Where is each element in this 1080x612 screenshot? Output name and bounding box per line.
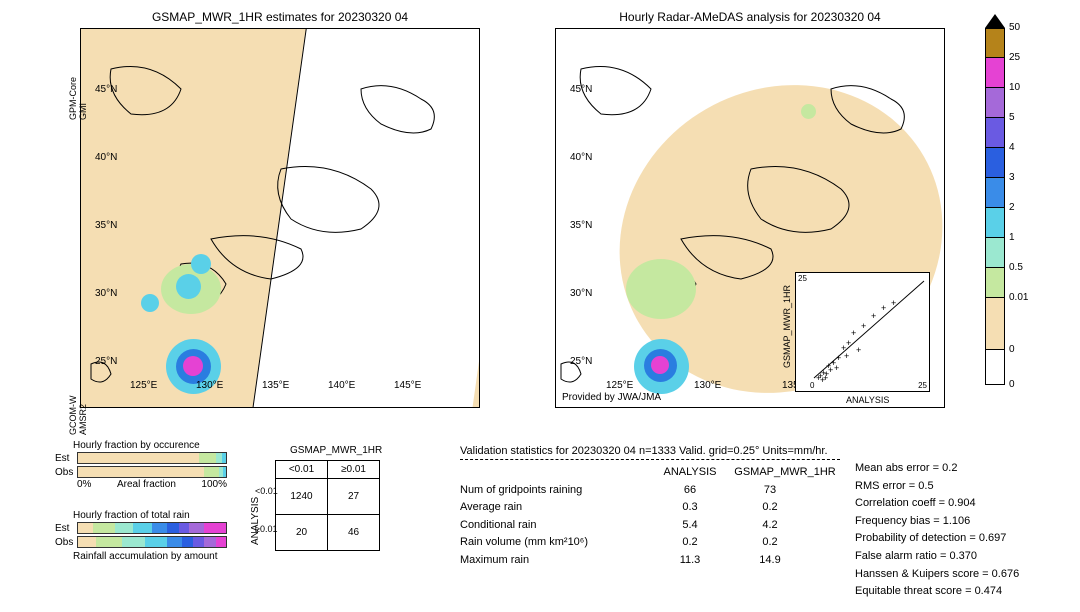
inset-tick: 0	[810, 381, 814, 390]
val-cell: 66	[650, 482, 730, 500]
rain-blob	[801, 104, 816, 119]
provided-by: Provided by JWA/JMA	[562, 392, 661, 403]
contingency-table: <0.01≥0.01 124027 2046	[275, 460, 380, 551]
metric-value: 0.5	[918, 480, 933, 492]
lat-label: 40°N	[95, 152, 117, 163]
bar-row-label: Obs	[55, 467, 77, 478]
validation-title: Validation statistics for 20230320 04 n=…	[460, 445, 840, 460]
val-col-header: ANALYSIS	[650, 464, 730, 482]
metric-value: 0.676	[992, 568, 1020, 580]
metric-label: Correlation coeff =	[855, 497, 945, 509]
metric-value: 0.697	[979, 532, 1007, 544]
lat-label: 25°N	[95, 356, 117, 367]
bar-xlabel: 100%	[201, 479, 227, 490]
val-cell: 0.2	[730, 534, 810, 552]
inset-tick: 25	[798, 274, 807, 283]
lon-label: 125°E	[130, 380, 157, 391]
cont-row-label: <0.01	[255, 486, 278, 496]
val-cell: 5.4	[650, 517, 730, 535]
val-row-label: Rain volume (mm km²10⁶)	[460, 534, 650, 552]
bar-row-label: Obs	[55, 537, 77, 548]
lat-label: 35°N	[570, 220, 592, 231]
lon-label: 130°E	[694, 380, 721, 391]
sat-label-top: GPM-Core GMI	[68, 77, 88, 120]
bar-row-label: Est	[55, 523, 77, 534]
metric-label: Hanssen & Kuipers score =	[855, 568, 989, 580]
left-map-title: GSMAP_MWR_1HR estimates for 20230320 04	[80, 10, 480, 24]
inset-tick: 25	[918, 381, 927, 390]
contingency-col-header: GSMAP_MWR_1HR	[290, 445, 382, 456]
cont-cell: 20	[276, 515, 328, 551]
lat-label: 45°N	[95, 84, 117, 95]
bars-title: Hourly fraction of total rain	[73, 510, 230, 521]
val-cell: 73	[730, 482, 810, 500]
cont-cell: 46	[328, 515, 380, 551]
metric-label: RMS error =	[855, 480, 915, 492]
cont-cell: 1240	[276, 479, 328, 515]
bars-title: Hourly fraction by occurence	[73, 440, 230, 451]
metric-label: Equitable threat score =	[855, 585, 972, 597]
val-cell: 0.2	[730, 499, 810, 517]
metric-label: Probability of detection =	[855, 532, 976, 544]
val-row-label: Maximum rain	[460, 552, 650, 570]
val-row-label: Num of gridpoints raining	[460, 482, 650, 500]
lon-label: 130°E	[196, 380, 223, 391]
metric-value: 0.2	[942, 462, 957, 474]
val-cell: 0.2	[650, 534, 730, 552]
cont-col: <0.01	[276, 461, 328, 479]
occurrence-bars: Hourly fraction by occurence Est Obs 0% …	[55, 440, 230, 490]
val-cell: 11.3	[650, 552, 730, 570]
cont-row-label: ≥0.01	[255, 524, 277, 534]
rain-blob	[191, 254, 211, 274]
lat-label: 25°N	[570, 356, 592, 367]
total-rain-bars: Hourly fraction of total rain Est Obs Ra…	[55, 510, 230, 562]
validation-stats: Validation statistics for 20230320 04 n=…	[460, 445, 840, 570]
cont-col: ≥0.01	[328, 461, 380, 479]
bars-title: Rainfall accumulation by amount	[73, 551, 230, 562]
bar-xlabel: Areal fraction	[117, 479, 176, 490]
scatter-inset: ++++++++++++++++++++ ANALYSIS GSMAP_MWR_…	[795, 272, 930, 392]
lat-label: 30°N	[95, 288, 117, 299]
lon-label: 135°E	[262, 380, 289, 391]
metric-value: 0.370	[949, 550, 977, 562]
inset-xlabel: ANALYSIS	[846, 395, 889, 405]
metric-value: 0.474	[975, 585, 1003, 597]
val-cell: 14.9	[730, 552, 810, 570]
rain-blob	[626, 259, 696, 319]
rain-blob	[176, 274, 201, 299]
figure-container: GSMAP_MWR_1HR estimates for 20230320 04 …	[0, 0, 1080, 612]
rain-blob	[141, 294, 159, 312]
lat-label: 45°N	[570, 84, 592, 95]
coastline-left	[81, 29, 480, 408]
metric-label: Frequency bias =	[855, 515, 940, 527]
colorbar: 502510543210.50.0100	[985, 28, 1005, 385]
rain-blob	[183, 356, 203, 376]
lon-label: 140°E	[328, 380, 355, 391]
lon-label: 125°E	[606, 380, 633, 391]
lat-label: 40°N	[570, 152, 592, 163]
lat-label: 30°N	[570, 288, 592, 299]
metrics: Mean abs error = 0.2 RMS error = 0.5 Corre…	[855, 460, 1065, 601]
sat-label-bottom: GCOM-W AMSR2	[68, 396, 88, 436]
inset-ylabel: GSMAP_MWR_1HR	[782, 285, 792, 368]
bar-xlabel: 0%	[77, 479, 91, 490]
metric-label: Mean abs error =	[855, 462, 939, 474]
metric-label: False alarm ratio =	[855, 550, 946, 562]
lon-label: 145°E	[394, 380, 421, 391]
val-row-label: Conditional rain	[460, 517, 650, 535]
val-cell: 0.3	[650, 499, 730, 517]
val-row-label: Average rain	[460, 499, 650, 517]
bar-row-label: Est	[55, 453, 77, 464]
right-map-title: Hourly Radar-AMeDAS analysis for 2023032…	[555, 10, 945, 24]
contingency-row-header: ANALYSIS	[250, 497, 261, 545]
left-map	[80, 28, 480, 408]
val-cell: 4.2	[730, 517, 810, 535]
val-col-header: GSMAP_MWR_1HR	[730, 464, 840, 482]
rain-blob	[651, 356, 669, 374]
metric-value: 1.106	[943, 515, 971, 527]
lat-label: 35°N	[95, 220, 117, 231]
metric-value: 0.904	[948, 497, 976, 509]
cont-cell: 27	[328, 479, 380, 515]
